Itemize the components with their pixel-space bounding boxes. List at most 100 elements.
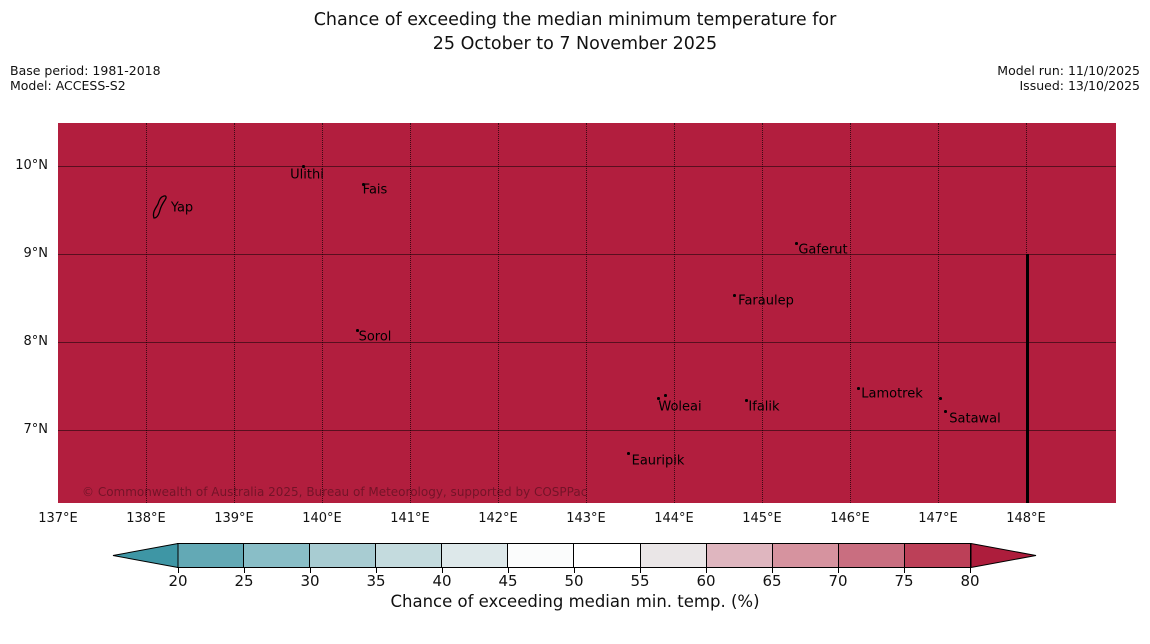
colorbar-title: Chance of exceeding median min. temp. (%… — [390, 592, 760, 611]
x-axis-tick-label: 137°E — [38, 511, 78, 526]
colorbar-tick-label: 75 — [894, 572, 914, 590]
colorbar-segment-50-55 — [573, 544, 640, 567]
x-axis-tick-label: 146°E — [830, 511, 870, 526]
island-marker-lamotrek — [857, 387, 860, 390]
colorbar-tick-label: 65 — [762, 572, 782, 590]
issued-text: Issued: 13/10/2025 — [1019, 78, 1141, 93]
colorbar-tick-mark — [442, 568, 443, 573]
colorbar-tick-label: 50 — [564, 572, 584, 590]
island-marker-ulithi — [302, 165, 305, 168]
longitude-gridline — [146, 123, 147, 503]
colorbar-tick-label: 80 — [960, 572, 980, 590]
colorbar-segment-25-30 — [243, 544, 310, 567]
colorbar-under-arrow-icon — [112, 543, 179, 568]
colorbar-segment-20-25 — [178, 544, 244, 567]
island-label-sorol: Sorol — [358, 329, 392, 345]
y-axis-tick-label: 7°N — [23, 422, 49, 437]
model-run-text: Model run: 11/10/2025 — [997, 63, 1140, 78]
island-label-eauripik: Eauripik — [631, 453, 685, 469]
colorbar-tick-label: 45 — [498, 572, 518, 590]
longitude-gridline — [234, 123, 235, 503]
page-title: Chance of exceeding the median minimum t… — [0, 8, 1150, 56]
longitude-gridline — [410, 123, 411, 503]
latitude-gridline — [58, 166, 1116, 167]
colorbar-segment-75-80 — [903, 544, 970, 567]
region-boundary-line — [1026, 254, 1029, 503]
island-label-faraulep: Faraulep — [738, 293, 794, 309]
island-marker-fais — [362, 183, 365, 186]
base-period-text: Base period: 1981-2018 — [10, 63, 161, 78]
colorbar-tick-mark — [970, 568, 971, 573]
colorbar-segment-65-70 — [771, 544, 838, 567]
colorbar-tick-mark — [640, 568, 641, 573]
island-label-yap: Yap — [170, 200, 194, 216]
island-label-gaferut: Gaferut — [798, 242, 848, 258]
island-label-fais: Fais — [362, 182, 388, 198]
x-axis-tick-label: 147°E — [918, 511, 958, 526]
colorbar-tick-label: 70 — [828, 572, 848, 590]
x-axis-tick-label: 142°E — [478, 511, 518, 526]
colorbar-segment-70-75 — [837, 544, 904, 567]
colorbar-tick-mark — [178, 568, 179, 573]
colorbar — [177, 543, 971, 568]
island-label-lamotrek: Lamotrek — [861, 386, 923, 402]
x-axis-tick-label: 144°E — [654, 511, 694, 526]
colorbar-tick-label: 25 — [234, 572, 254, 590]
island-marker-woleai — [664, 394, 667, 397]
title-line-1: Chance of exceeding the median minimum t… — [313, 10, 837, 30]
island-marker-woleai — [657, 397, 660, 400]
colorbar-over-arrow-icon — [970, 543, 1037, 568]
colorbar-tick-label: 40 — [432, 572, 452, 590]
longitude-gridline — [322, 123, 323, 503]
x-axis-tick-label: 148°E — [1006, 511, 1046, 526]
longitude-gridline — [762, 123, 763, 503]
colorbar-segment-35-40 — [375, 544, 442, 567]
copyright-text: © Commonwealth of Australia 2025, Bureau… — [82, 485, 588, 499]
island-marker-sorol — [356, 329, 359, 332]
latitude-gridline — [58, 430, 1116, 431]
longitude-gridline — [586, 123, 587, 503]
colorbar-tick-label: 35 — [366, 572, 386, 590]
x-axis-tick-label: 140°E — [302, 511, 342, 526]
run-metadata-right: Model run: 11/10/2025 Issued: 13/10/2025 — [997, 63, 1140, 93]
model-text: Model: ACCESS-S2 — [10, 78, 126, 93]
island-label-ifalik: Ifalik — [748, 399, 780, 415]
colorbar-tick-label: 60 — [696, 572, 716, 590]
x-axis-tick-label: 138°E — [126, 511, 166, 526]
x-axis-tick-label: 141°E — [390, 511, 430, 526]
island-marker-lamotrek — [939, 397, 942, 400]
island-marker-faraulep — [733, 294, 736, 297]
island-label-woleai: Woleai — [658, 399, 702, 415]
map-canvas: © Commonwealth of Australia 2025, Bureau… — [58, 123, 1116, 503]
colorbar-segment-40-45 — [441, 544, 508, 567]
run-metadata-left: Base period: 1981-2018 Model: ACCESS-S2 — [10, 63, 161, 93]
latitude-gridline — [58, 342, 1116, 343]
latitude-gridline — [58, 254, 1116, 255]
colorbar-segment-45-50 — [507, 544, 574, 567]
colorbar-tick-mark — [904, 568, 905, 573]
y-axis-tick-label: 10°N — [15, 158, 48, 173]
island-marker-ifalik — [745, 399, 748, 402]
x-axis-tick-label: 143°E — [566, 511, 606, 526]
colorbar-tick-label: 30 — [300, 572, 320, 590]
colorbar-segment-60-65 — [705, 544, 772, 567]
colorbar-tick-label: 55 — [630, 572, 650, 590]
title-line-2: 25 October to 7 November 2025 — [432, 34, 718, 54]
island-marker-satawal — [944, 410, 947, 413]
colorbar-tick-mark — [706, 568, 707, 573]
longitude-gridline — [938, 123, 939, 503]
colorbar-tick-mark — [376, 568, 377, 573]
island-marker-eauripik — [627, 452, 630, 455]
colorbar-tick-mark — [574, 568, 575, 573]
colorbar-segment-55-60 — [639, 544, 706, 567]
x-axis-tick-label: 139°E — [214, 511, 254, 526]
colorbar-tick-mark — [508, 568, 509, 573]
colorbar-tick-mark — [244, 568, 245, 573]
longitude-gridline — [498, 123, 499, 503]
y-axis-tick-label: 9°N — [23, 246, 49, 261]
colorbar-tick-mark — [772, 568, 773, 573]
x-axis-tick-label: 145°E — [742, 511, 782, 526]
colorbar-tick-label: 20 — [168, 572, 188, 590]
colorbar-tick-mark — [310, 568, 311, 573]
colorbar-tick-mark — [838, 568, 839, 573]
